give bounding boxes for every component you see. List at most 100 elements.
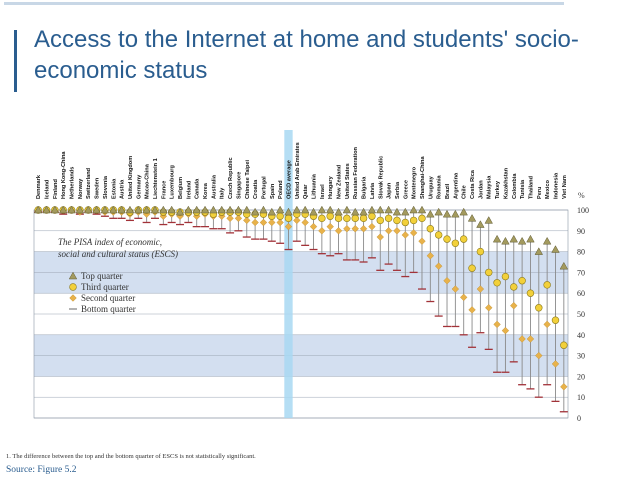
category-label: Bulgaria xyxy=(362,176,368,199)
top-quarter-marker xyxy=(33,205,43,214)
y-tick-label: 100 xyxy=(577,206,589,215)
category-label: Kazakhstan xyxy=(503,167,509,199)
category-label: Thailand xyxy=(528,175,534,199)
second-quarter-marker xyxy=(434,262,443,270)
second-quarter-marker xyxy=(251,218,259,227)
second-quarter-marker xyxy=(343,225,351,233)
top-quarter-marker xyxy=(467,214,477,222)
category-label: New Zealand xyxy=(337,164,343,199)
category-label: Russian Federation xyxy=(353,147,359,199)
legend-top-quarter-label: Top quarter xyxy=(81,271,123,281)
second-quarter-marker xyxy=(234,214,243,223)
top-quarter-marker xyxy=(409,205,418,214)
category-label: Serbia xyxy=(395,181,401,199)
third-quarter-marker xyxy=(518,277,526,285)
plot-band xyxy=(34,314,568,335)
top-quarter-marker xyxy=(342,205,352,214)
second-quarter-marker xyxy=(359,225,368,233)
second-quarter-marker xyxy=(326,222,334,231)
plot-band xyxy=(34,397,568,418)
category-label: Peru xyxy=(537,186,543,199)
footnote: 1. The difference between the top and th… xyxy=(6,453,256,460)
second-quarter-marker xyxy=(284,222,293,231)
top-quarter-marker xyxy=(234,205,243,214)
top-quarter-marker xyxy=(134,205,143,214)
category-label: Croatia xyxy=(253,179,259,199)
second-quarter-marker xyxy=(376,233,384,241)
category-label: Austria xyxy=(120,179,126,199)
y-tick-label: 70 xyxy=(577,268,585,277)
slide-title: Access to the Internet at home and stude… xyxy=(34,26,579,84)
top-quarter-marker xyxy=(501,236,510,245)
category-label: Chinese Taipei xyxy=(245,159,251,199)
category-label: Portugal xyxy=(261,176,267,199)
category-label: Hungary xyxy=(328,175,334,199)
top-quarter-marker xyxy=(125,205,135,214)
category-label: Qatar xyxy=(303,184,309,199)
top-quarter-marker xyxy=(259,205,268,214)
third-quarter-marker xyxy=(426,225,435,233)
category-label: Singapore xyxy=(236,172,242,199)
chart-legend: The PISA index of economic, social and cu… xyxy=(58,237,178,314)
second-quarter-marker xyxy=(401,231,409,239)
second-quarter-marker xyxy=(426,252,435,260)
second-quarter-marker xyxy=(468,306,476,314)
second-quarter-marker xyxy=(485,304,493,312)
second-quarter-marker xyxy=(318,227,326,235)
top-quarter-marker xyxy=(42,205,51,214)
legend-third-quarter-marker xyxy=(69,283,77,291)
top-quarter-marker xyxy=(192,205,201,214)
y-tick-label: 20 xyxy=(577,372,585,381)
category-label: Uruguay xyxy=(428,175,434,199)
third-quarter-marker xyxy=(376,216,384,225)
y-tick-label: 10 xyxy=(577,393,585,402)
category-label: Germany xyxy=(136,174,142,199)
plot-band xyxy=(34,376,568,398)
top-quarter-marker xyxy=(217,205,226,214)
category-label: Luxembourg xyxy=(170,165,176,199)
top-quarter-marker xyxy=(459,207,468,216)
title-accent-line xyxy=(14,30,17,92)
top-quarter-marker xyxy=(50,205,60,214)
plot-band xyxy=(34,334,568,356)
oecd-average-highlight xyxy=(284,130,293,418)
category-label: Macao-China xyxy=(145,163,151,199)
second-quarter-marker xyxy=(384,227,393,235)
top-quarter-marker xyxy=(434,207,443,216)
top-quarter-marker xyxy=(559,261,569,270)
top-quarter-marker xyxy=(275,205,285,214)
top-quarter-marker xyxy=(359,207,368,216)
category-label: United Kingdom xyxy=(128,156,134,199)
top-quarter-marker xyxy=(526,234,535,243)
third-quarter-marker xyxy=(326,212,334,220)
legend-second-quarter-label: Second quarter xyxy=(81,293,135,303)
top-quarter-marker xyxy=(159,205,168,214)
top-quarter-marker xyxy=(184,205,193,214)
third-quarter-marker xyxy=(418,214,426,223)
category-label: Argentina xyxy=(453,172,459,199)
category-label: Lithuania xyxy=(312,173,318,199)
third-quarter-marker xyxy=(351,214,359,223)
third-quarter-marker xyxy=(476,247,485,256)
top-quarter-marker xyxy=(175,207,185,216)
category-label: Czech Republic xyxy=(228,157,234,199)
plot-frame xyxy=(33,209,569,419)
top-quarter-marker xyxy=(367,205,377,214)
y-tick-label: 80 xyxy=(577,248,585,257)
second-quarter-marker xyxy=(493,320,501,329)
category-label: Slovak Republic xyxy=(378,156,384,199)
top-quarter-marker xyxy=(292,205,302,214)
category-label: Ireland xyxy=(186,180,192,199)
category-label: Spain xyxy=(270,183,276,199)
category-label: Latvia xyxy=(370,182,376,199)
top-quarter-marker xyxy=(109,205,118,214)
category-label: Greece xyxy=(403,180,409,199)
third-quarter-marker xyxy=(284,214,293,223)
category-label: Brazil xyxy=(445,183,451,199)
category-label: Estonia xyxy=(111,178,117,199)
category-label: Hong Kong-China xyxy=(61,151,67,199)
y-axis-unit: % xyxy=(578,191,585,200)
second-quarter-marker xyxy=(409,229,418,237)
category-label: Indonesia xyxy=(553,172,559,199)
